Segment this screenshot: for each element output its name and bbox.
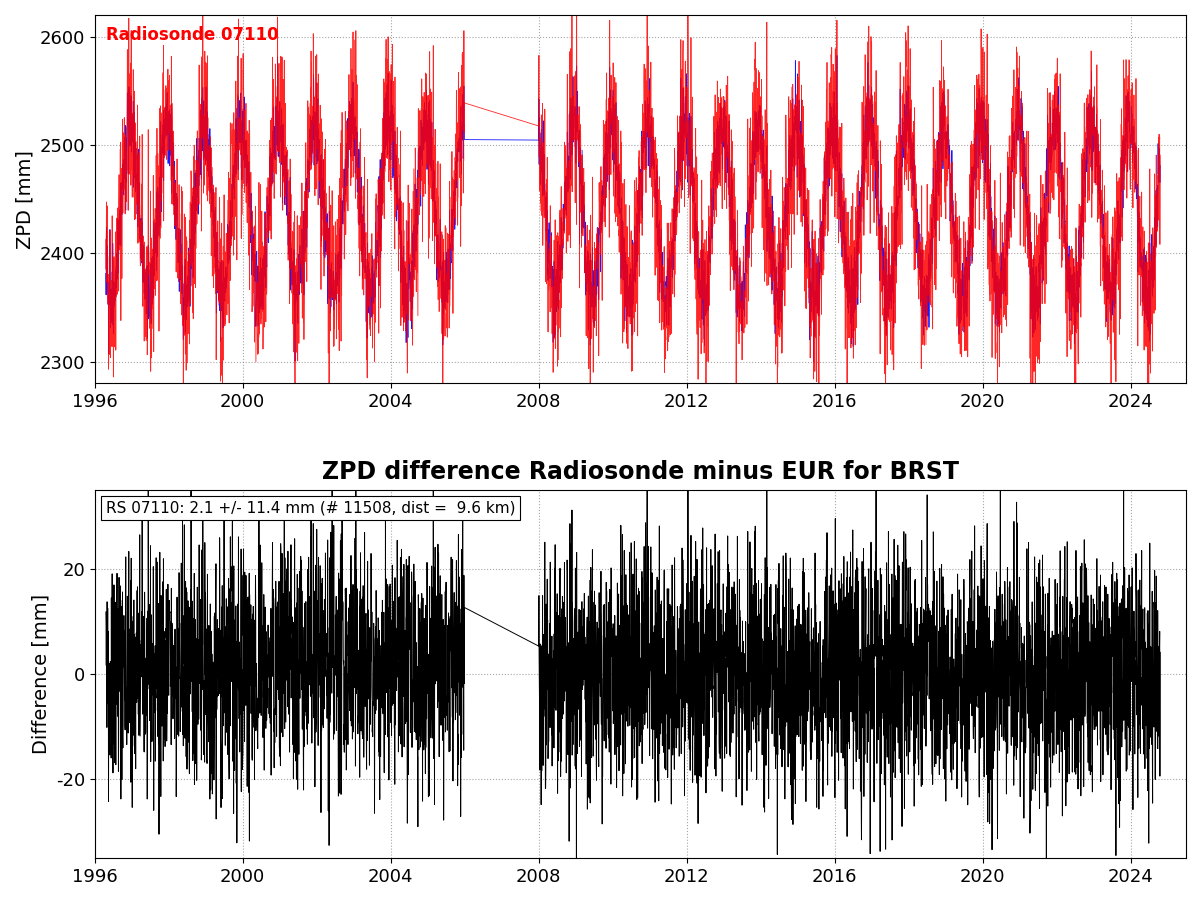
Text: ZPD time series for BRST: ZPD time series for BRST [600,0,944,5]
Text: EUR: EUR [600,0,653,5]
Y-axis label: ZPD [mm]: ZPD [mm] [14,150,34,249]
Y-axis label: Difference [mm]: Difference [mm] [31,594,50,754]
Title: ZPD difference Radiosonde minus EUR for BRST: ZPD difference Radiosonde minus EUR for … [322,460,958,484]
Text: Radiosonde 07110: Radiosonde 07110 [106,26,279,44]
Text: Radiosonde and: Radiosonde and [599,0,820,5]
Text: RS 07110: 2.1 +/- 11.4 mm (# 11508, dist =  9.6 km): RS 07110: 2.1 +/- 11.4 mm (# 11508, dist… [106,501,515,516]
